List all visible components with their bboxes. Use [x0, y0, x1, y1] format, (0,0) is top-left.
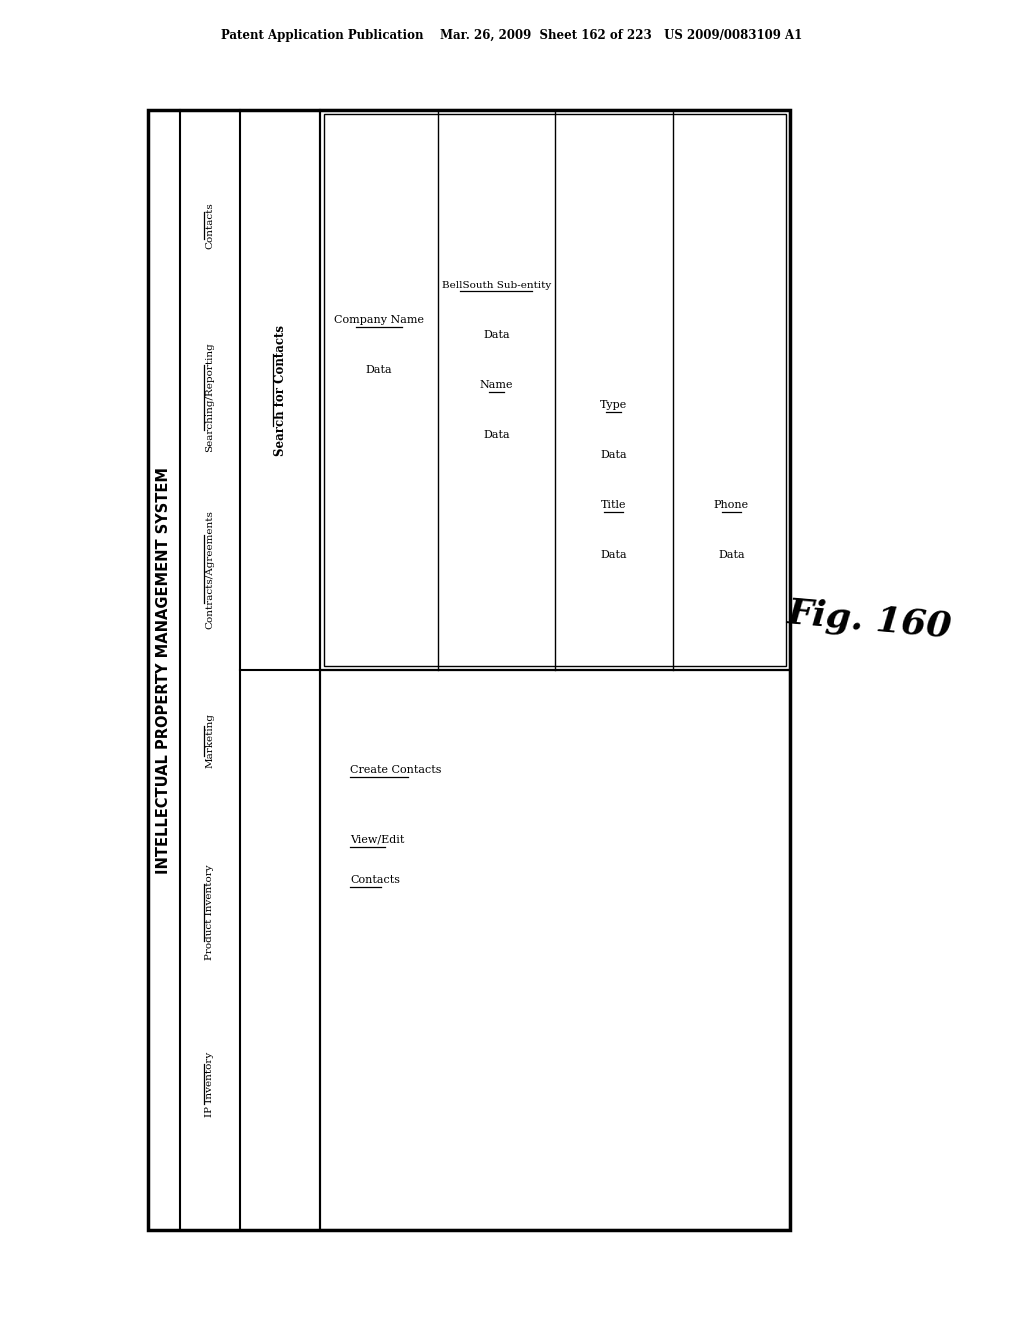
Text: Patent Application Publication    Mar. 26, 2009  Sheet 162 of 223   US 2009/0083: Patent Application Publication Mar. 26, … [221, 29, 803, 41]
Bar [324, 114, 786, 667]
Bar [319, 671, 790, 1230]
Text: IP Inventory: IP Inventory [206, 1052, 214, 1117]
Text: Type: Type [600, 400, 628, 411]
Text: Company Name: Company Name [334, 315, 424, 325]
Text: BellSouth Sub-entity: BellSouth Sub-entity [441, 281, 551, 289]
Text: Data: Data [600, 550, 627, 560]
Text: Search for Contacts: Search for Contacts [273, 325, 287, 455]
Text: Data: Data [483, 330, 510, 341]
Text: Name: Name [479, 380, 513, 389]
Text: Create Contacts: Create Contacts [350, 766, 441, 775]
Text: Searching/Reporting: Searching/Reporting [206, 343, 214, 453]
Text: Data: Data [718, 550, 744, 560]
Bar [319, 110, 790, 671]
Text: Fig. 160: Fig. 160 [786, 595, 953, 644]
Text: Title: Title [601, 500, 627, 510]
Text: Contracts/Agreements: Contracts/Agreements [206, 510, 214, 628]
Text: Data: Data [366, 366, 392, 375]
Bar [148, 110, 790, 1230]
Text: Data: Data [600, 450, 627, 459]
Text: Contacts: Contacts [206, 202, 214, 249]
Text: Data: Data [483, 430, 510, 440]
Text: Product Inventory: Product Inventory [206, 865, 214, 961]
Text: Phone: Phone [714, 500, 749, 510]
Text: Marketing: Marketing [206, 713, 214, 768]
Text: INTELLECTUAL PROPERTY MANAGEMENT SYSTEM: INTELLECTUAL PROPERTY MANAGEMENT SYSTEM [157, 466, 171, 874]
Text: Contacts: Contacts [350, 875, 400, 884]
Text: View/Edit: View/Edit [350, 836, 404, 845]
